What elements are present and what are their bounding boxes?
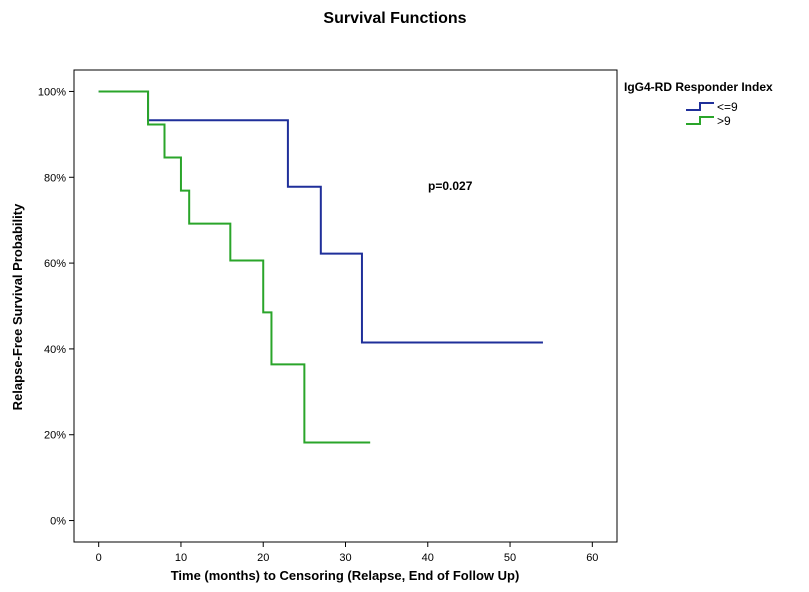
p-value-annotation: p=0.027 (428, 179, 473, 193)
x-axis: 0 10 20 30 40 50 60 (96, 542, 598, 564)
legend-swatch-2 (686, 116, 714, 125)
legend-items: <=9>9 (686, 100, 738, 128)
series-layer (98, 90, 543, 444)
plot-frame (73, 69, 618, 543)
legend-title: IgG4-RD Responder Index (624, 80, 773, 94)
x-tick-label: 50 (504, 552, 516, 564)
y-axis: 0% 20% 40% 60% 80% 100% (38, 86, 74, 528)
y-tick-label: 100% (38, 86, 66, 98)
y-tick-label: 20% (44, 430, 66, 442)
legend-swatch-1 (686, 102, 714, 111)
x-tick-label: 60 (586, 552, 598, 564)
chart-title: Survival Functions (323, 10, 466, 27)
x-tick-label: 0 (96, 552, 102, 564)
y-tick-label: 80% (44, 172, 66, 184)
y-tick-label: 60% (44, 258, 66, 270)
x-tick-label: 10 (175, 552, 187, 564)
y-tick-label: 0% (50, 516, 66, 528)
legend-label-1: <=9 (717, 100, 738, 114)
x-tick-label: 30 (339, 552, 351, 564)
series-line-2 (98, 90, 371, 444)
y-tick-label: 40% (44, 344, 66, 356)
x-tick-label: 20 (257, 552, 269, 564)
x-tick-label: 40 (422, 552, 434, 564)
x-axis-label: Time (months) to Censoring (Relapse, End… (171, 568, 520, 583)
legend: IgG4-RD Responder Index <=9>9 (624, 80, 773, 128)
legend-label-2: >9 (717, 114, 731, 128)
y-axis-label: Relapse-Free Survival Probability (10, 203, 25, 410)
